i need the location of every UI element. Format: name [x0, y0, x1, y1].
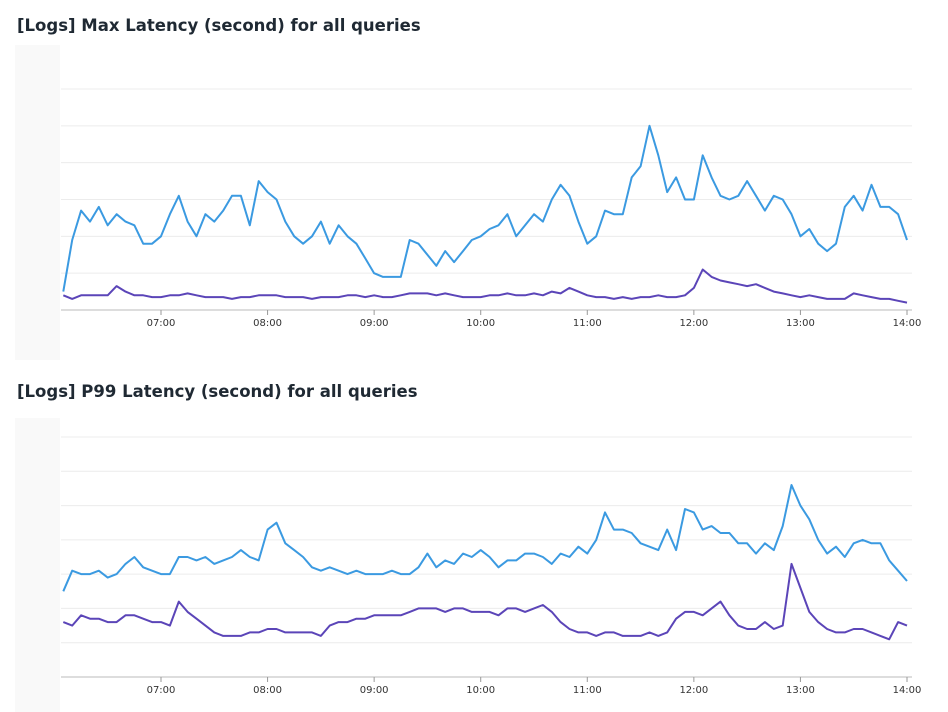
- x-tick-label: 07:00: [147, 685, 176, 696]
- max-latency-chart: 07:00 08:00 09:00 10:00 11:00 12:00 13:00 14:00: [61, 88, 922, 329]
- y-axis-area: [15, 45, 60, 360]
- chart-title-max-latency: [Logs] Max Latency (second) for all quer…: [17, 16, 421, 35]
- x-tick-label: 12:00: [679, 685, 708, 696]
- series-line-1: [62, 124, 908, 292]
- x-tick-label: 12:00: [679, 318, 708, 329]
- x-tick-label: 10:00: [466, 685, 495, 696]
- x-tick-label: 11:00: [573, 318, 602, 329]
- x-tick-label: 11:00: [573, 685, 602, 696]
- x-tick-label: 10:00: [466, 318, 495, 329]
- x-tick-label: 08:00: [253, 685, 282, 696]
- x-tick-label: 09:00: [360, 685, 389, 696]
- x-tick-label: 09:00: [360, 318, 389, 329]
- x-tick-label: 13:00: [786, 318, 815, 329]
- y-axis-area: [15, 418, 60, 712]
- series-line-2: [62, 562, 908, 641]
- chart-title-p99-latency: [Logs] P99 Latency (second) for all quer…: [17, 382, 418, 401]
- x-tick-label: 13:00: [786, 685, 815, 696]
- x-tick-label: 07:00: [147, 318, 176, 329]
- series-line-1: [62, 484, 908, 592]
- x-tick-label: 14:00: [893, 318, 922, 329]
- series-line-2: [62, 268, 908, 304]
- x-tick-label: 08:00: [253, 318, 282, 329]
- x-tick-label: 14:00: [893, 685, 922, 696]
